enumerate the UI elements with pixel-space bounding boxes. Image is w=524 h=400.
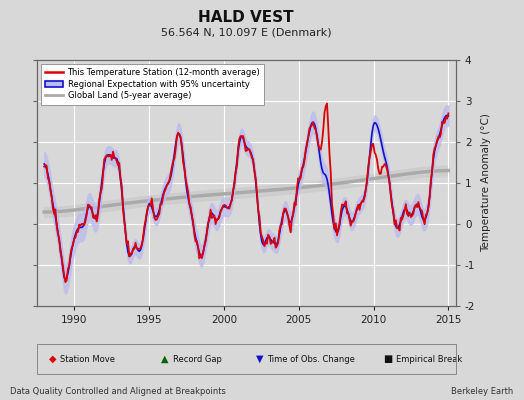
Text: Record Gap: Record Gap <box>173 354 222 364</box>
Text: Berkeley Earth: Berkeley Earth <box>451 387 514 396</box>
Text: HALD VEST: HALD VEST <box>199 10 294 26</box>
Y-axis label: Temperature Anomaly (°C): Temperature Anomaly (°C) <box>481 114 491 252</box>
Text: Empirical Break: Empirical Break <box>396 354 462 364</box>
Text: ■: ■ <box>383 354 392 364</box>
Text: Time of Obs. Change: Time of Obs. Change <box>267 354 355 364</box>
Text: 56.564 N, 10.097 E (Denmark): 56.564 N, 10.097 E (Denmark) <box>161 28 332 38</box>
Text: Station Move: Station Move <box>60 354 115 364</box>
Text: Data Quality Controlled and Aligned at Breakpoints: Data Quality Controlled and Aligned at B… <box>10 387 226 396</box>
Text: ▲: ▲ <box>161 354 169 364</box>
Text: ▼: ▼ <box>256 354 263 364</box>
Legend: This Temperature Station (12-month average), Regional Expectation with 95% uncer: This Temperature Station (12-month avera… <box>41 64 265 104</box>
Text: ◆: ◆ <box>49 354 56 364</box>
